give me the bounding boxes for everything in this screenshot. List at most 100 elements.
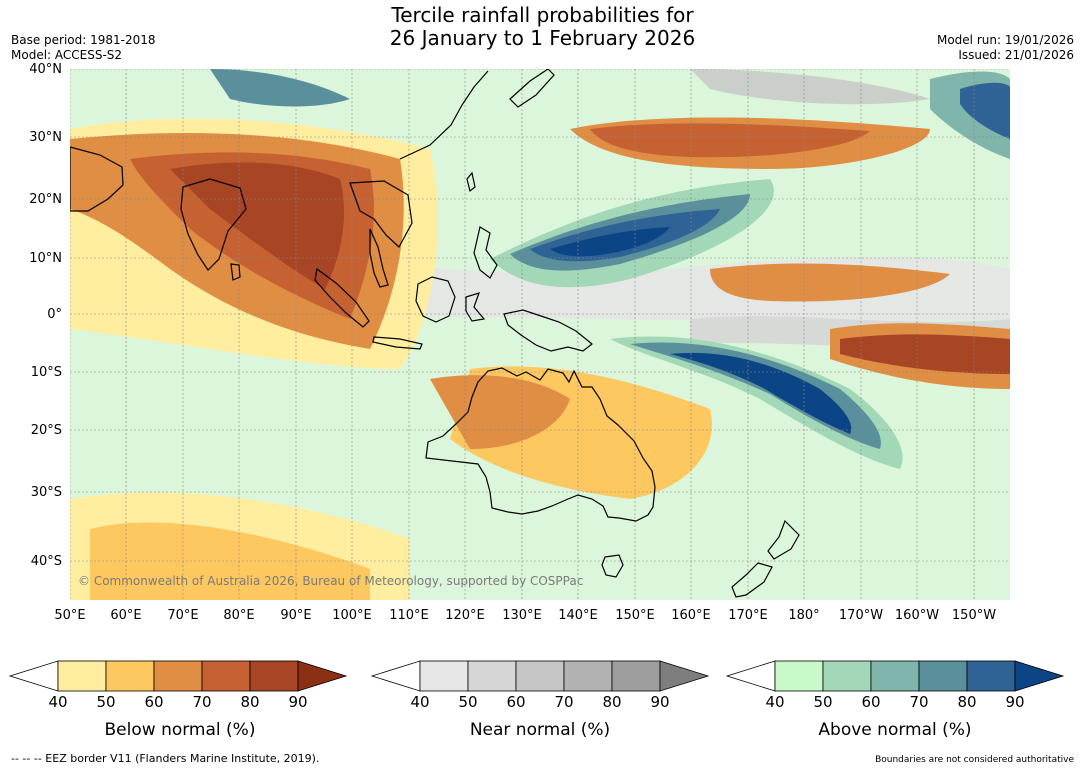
colorbar-segment [774,660,824,692]
colorbar-tick: 90 [650,693,670,711]
lat-label: 10°S [30,365,62,380]
model-name: Model: ACCESS-S2 [11,48,123,62]
colorbar-tick: 40 [48,693,68,711]
lon-label: 170°E [728,608,768,623]
colorbar-segment [57,660,107,692]
colorbar-tick: 40 [765,693,785,711]
above-field [210,69,350,107]
lat-label: 0° [47,307,62,322]
colorbar-arrow-high [297,660,348,692]
colorbar-segment [870,660,920,692]
above-field [960,82,1010,139]
lon-label: 150°W [951,608,997,623]
colorbar-segment [201,660,251,692]
new-guinea-coastline [503,309,593,352]
colorbar-tick: 80 [240,693,260,711]
sulawesi-coastline [465,292,486,322]
new-zealand-south-coastline [731,562,773,598]
probability-fields [70,69,1010,600]
above-field [610,336,903,469]
colorbar-segment [515,660,565,692]
near-normal-label: Near normal (%) [469,720,611,740]
colorbar-segment [966,660,1016,692]
lat-label: 40°S [30,554,62,569]
colorbar-segment [467,660,517,692]
lon-label: 90°E [280,608,312,623]
meta-right: Model run: 19/01/2026 Issued: 21/01/2026 [937,33,1074,63]
borneo-coastline [415,276,456,323]
lon-label: 160°W [894,608,940,623]
colorbar-tick: 70 [909,693,929,711]
colorbar-segment [419,660,469,692]
colorbar-tick: 80 [957,693,977,711]
below-field [710,263,950,302]
colorbar-arrow-low [370,660,421,692]
lon-label: 70°E [167,608,199,623]
meta-left: Base period: 1981-2018 Model: ACCESS-S2 [11,33,156,63]
below-field [170,162,345,289]
colorbar-tick: 50 [813,693,833,711]
colorbar-tick: 70 [554,693,574,711]
colorbar-segment [105,660,155,692]
colorbar-segment [611,660,661,692]
rainfall-probability-map: © Commonwealth of Australia 2026, Bureau… [70,69,1010,600]
sri-lanka-coastline [230,263,241,281]
title-line-1: Tercile rainfall probabilities for [391,3,694,27]
colorbar-tick: 50 [458,693,478,711]
philippines-coastline [473,226,498,279]
new-zealand-north-coastline [767,519,800,560]
tasmania-coastline [601,554,624,578]
lat-label: 10°N [29,251,62,266]
lat-label: 20°N [29,192,62,207]
colorbar-segment [153,660,203,692]
colorbar-tick: 60 [861,693,881,711]
colorbar-tick: 80 [602,693,622,711]
lat-label: 30°N [29,130,62,145]
australia-coastline [425,367,656,522]
colorbar-segment [918,660,968,692]
above-normal-label: Above normal (%) [818,720,972,740]
colorbar-tick: 50 [96,693,116,711]
above-field [670,352,852,434]
malay-peninsula-coastline [369,228,389,288]
colorbar-tick: 90 [288,693,308,711]
near-normal-colorbar [370,660,710,692]
colorbars [8,660,1065,692]
colorbar-tick: 70 [192,693,212,711]
eez-border-note: -- -- -- EEZ border V11 (Flanders Marine… [11,752,320,765]
colorbar-segment [249,660,299,692]
colorbar-arrow-low [725,660,776,692]
copyright-notice: © Commonwealth of Australia 2026, Bureau… [78,574,583,588]
graticule [70,69,1010,600]
below-normal-label: Below normal (%) [104,720,256,740]
model-run: Model run: 19/01/2026 [936,33,1074,47]
colorbar-arrow-high [1014,660,1065,692]
lon-label: 150°E [615,608,655,623]
issued-date: Issued: 21/01/2026 [958,48,1074,62]
lon-label: 80°E [223,608,255,623]
lon-label: 110°E [389,608,429,623]
above-normal-colorbar [725,660,1065,692]
colorbar-segment [822,660,872,692]
lon-label: 180° [788,608,820,623]
lat-label: 20°S [30,423,62,438]
arabia-coastline [70,146,124,212]
taiwan-coastline [466,171,476,193]
china-coastline [399,70,489,160]
lon-label: 130°E [502,608,542,623]
lon-label: 140°E [558,608,598,623]
colorbar-segment [563,660,613,692]
chart-title: Tercile rainfall probabilities for 26 Ja… [0,4,1085,50]
sumatra-coastline [314,267,370,328]
colorbar-arrow-high [659,660,710,692]
colorbar-tick: 90 [1005,693,1025,711]
lon-label: 160°E [671,608,711,623]
japan-coastline [509,69,555,108]
lon-label: 60°E [110,608,142,623]
base-period: Base period: 1981-2018 [11,33,156,47]
java-coastline [372,336,423,350]
lon-label: 50°E [54,608,86,623]
lat-label: 30°S [30,485,62,500]
colorbar-arrow-low [8,660,59,692]
lon-label: 120°E [445,608,485,623]
